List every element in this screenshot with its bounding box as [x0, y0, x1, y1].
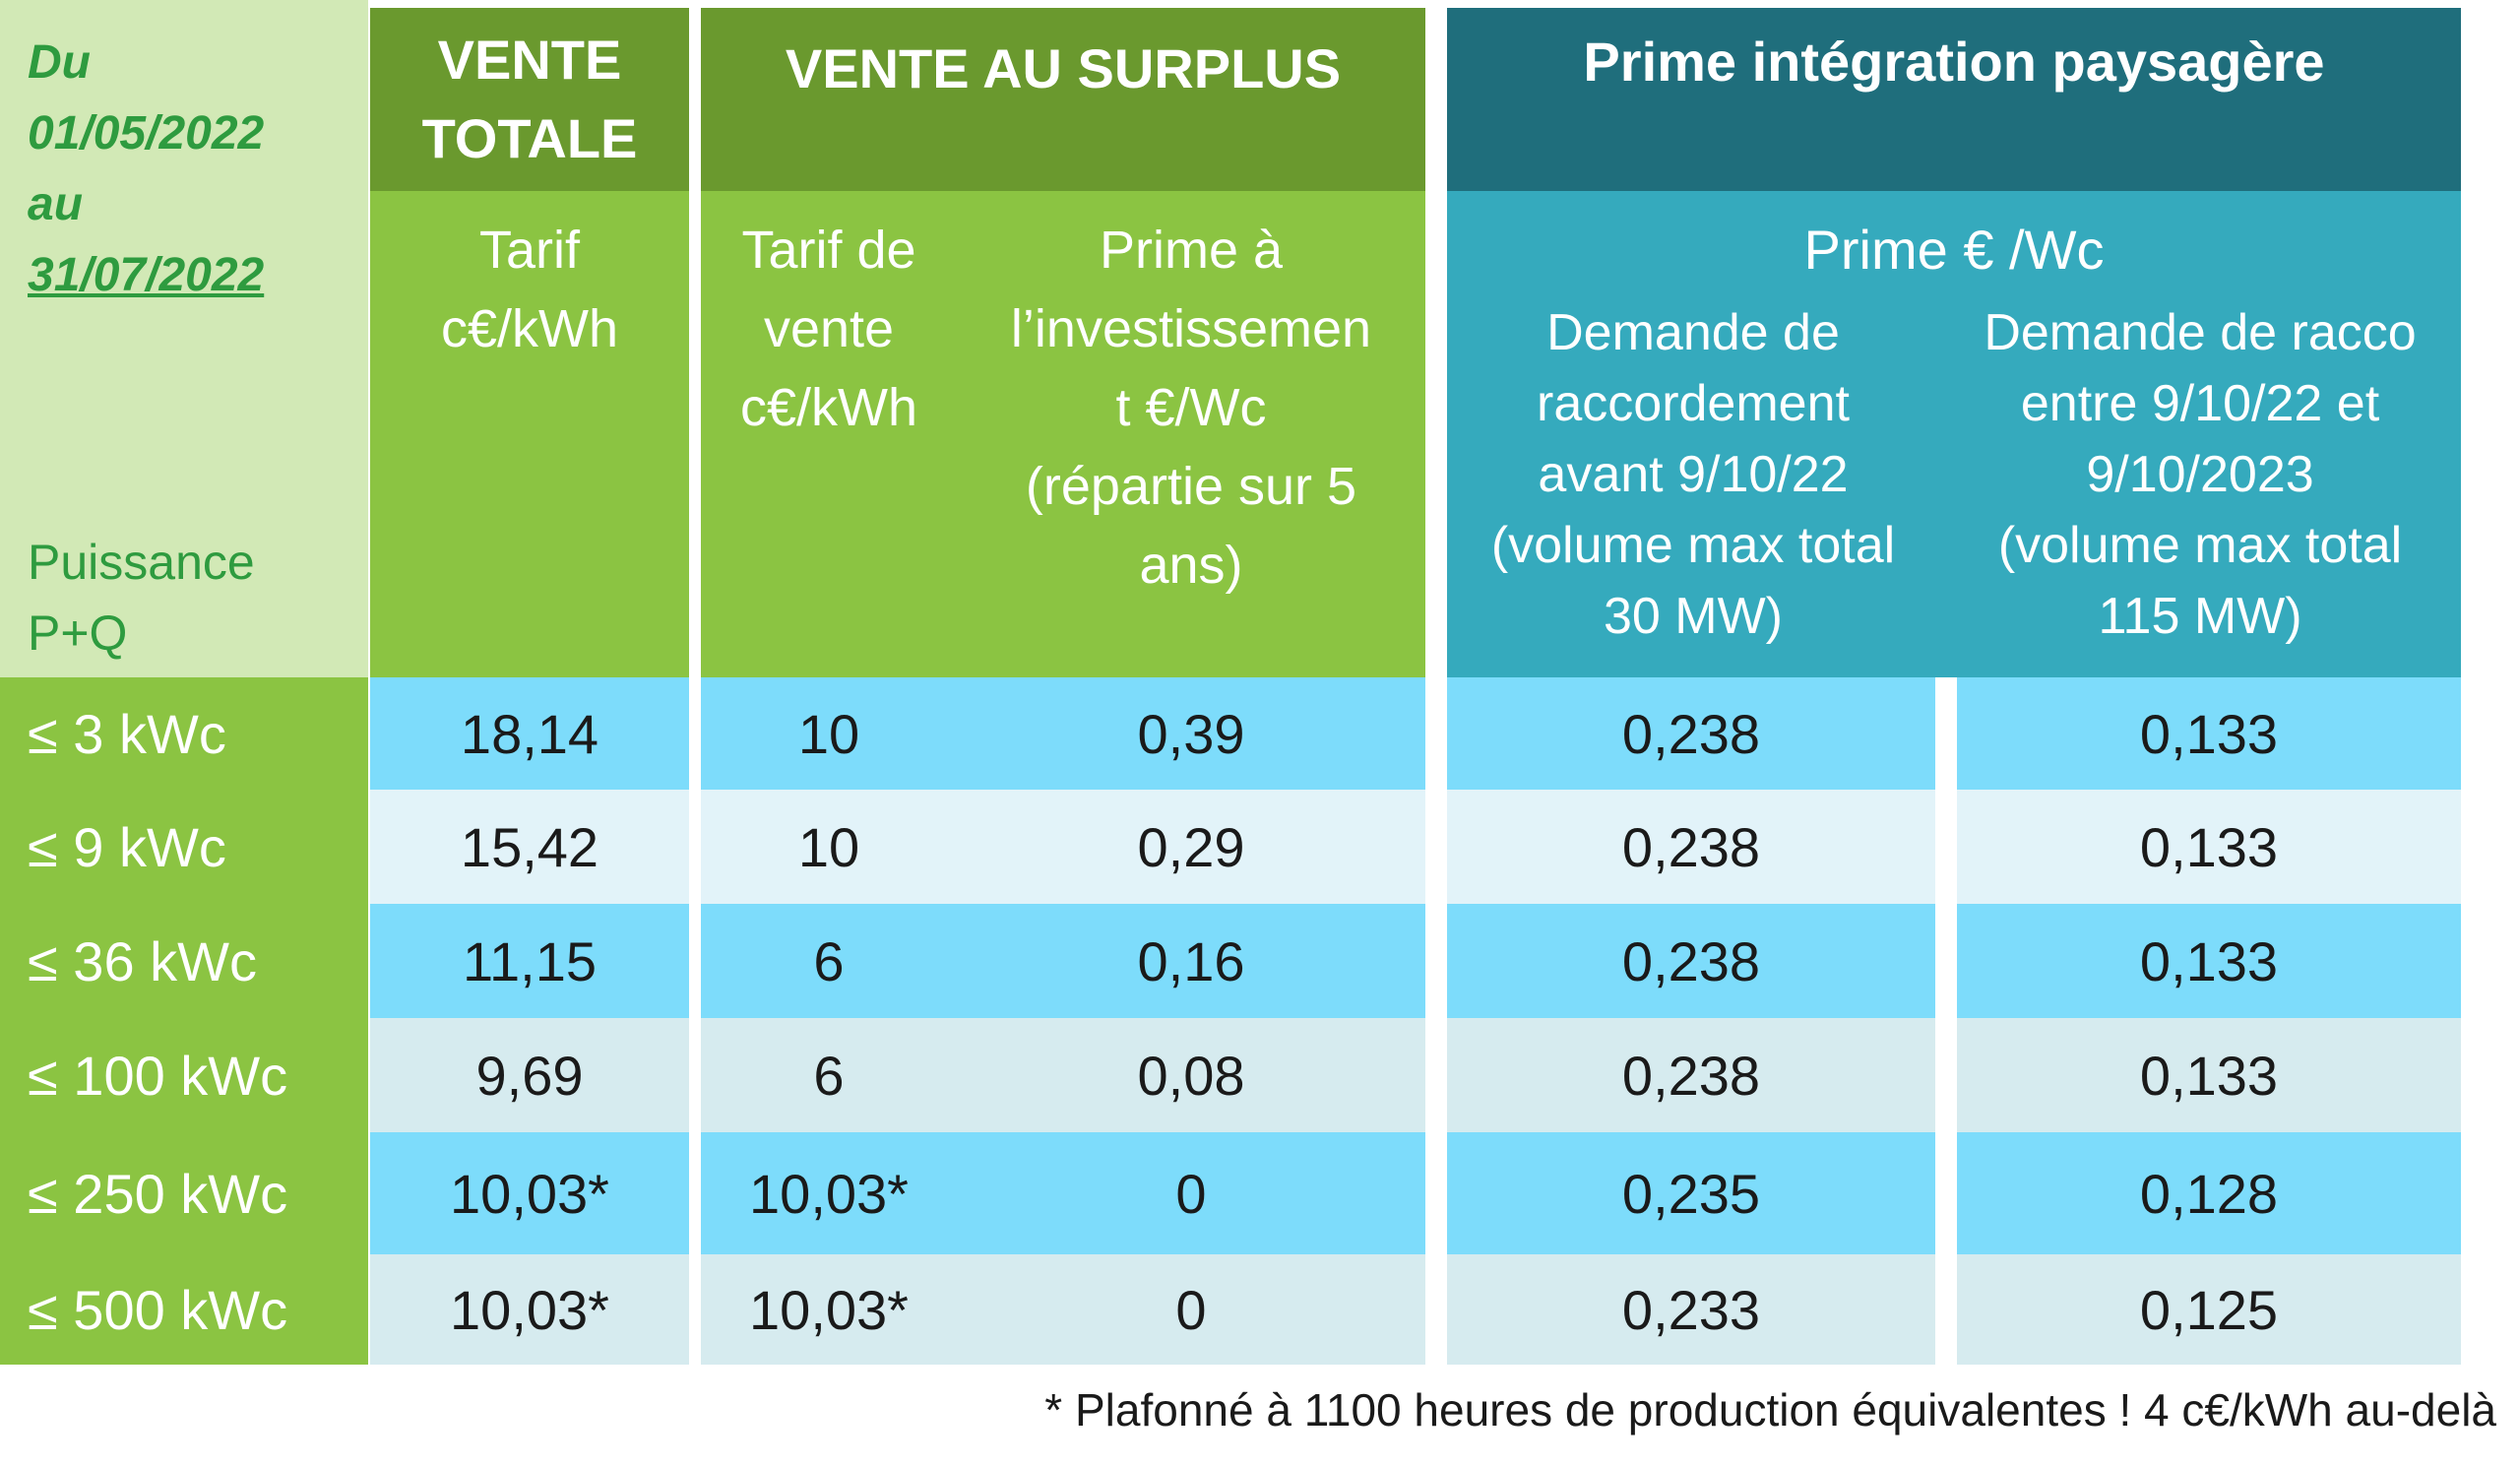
demande-avant-line4: (volume max total — [1490, 517, 1896, 574]
vente-surplus-title: VENTE AU SURPLUS — [785, 37, 1342, 99]
cell-prime-entre: 0,133 — [1957, 677, 2461, 790]
cell-prime-entre: 0,125 — [1957, 1254, 2461, 1365]
cell-vente-totale: 15,42 — [370, 790, 689, 904]
demande-entre-line3: 9/10/2023 — [2086, 446, 2314, 503]
cell-tarif-vente: 10,03* — [701, 1132, 957, 1254]
demande-avant-line5: 30 MW) — [1604, 588, 1783, 645]
power-label-line2: P+Q — [28, 606, 128, 661]
tarif-line2: c€/kWh — [440, 299, 619, 358]
cell-prime-avant: 0,238 — [1447, 904, 1935, 1018]
period-end-date: 31/07/2022 — [28, 249, 265, 301]
power-label-line1: Puissance — [28, 535, 255, 590]
cell-tarif-vente: 10,03* — [701, 1254, 957, 1365]
period-start-date: 01/05/2022 — [28, 107, 265, 159]
cell-tarif-vente: 10 — [701, 790, 957, 904]
prime-paysagere-title: Prime intégration paysagère — [1583, 31, 2325, 93]
cell-prime-entre: 0,133 — [1957, 1018, 2461, 1132]
cell-prime-entre: 0,133 — [1957, 904, 2461, 1018]
subheader-demande-avant: Demande de raccordement avant 9/10/22 (v… — [1447, 297, 1939, 652]
cell-vente-totale: 11,15 — [370, 904, 689, 1018]
row-power-label: ≤ 3 kWc — [0, 677, 368, 790]
prime-invest-line2: l’investissemen — [1010, 299, 1372, 358]
cell-prime-avant: 0,238 — [1447, 677, 1935, 790]
prime-invest-line5: ans) — [1139, 536, 1243, 595]
cell-prime-entre: 0,133 — [1957, 790, 2461, 904]
subheader-demande-entre: Demande de racco entre 9/10/22 et 9/10/2… — [1939, 297, 2461, 652]
vente-totale-line1: VENTE — [437, 29, 622, 91]
group-header-vente-surplus: VENTE AU SURPLUS — [701, 8, 1425, 191]
cell-prime-investissement: 0 — [957, 1254, 1425, 1365]
demande-avant-line2: raccordement — [1537, 375, 1850, 432]
demande-entre-line2: entre 9/10/22 et — [2020, 375, 2380, 432]
cell-vente-totale: 9,69 — [370, 1018, 689, 1132]
footnote: * Plafonné à 1100 heures de production é… — [1044, 1384, 2496, 1435]
cell-tarif-vente: 6 — [701, 904, 957, 1018]
row-power-label: ≤ 100 kWc — [0, 1018, 368, 1132]
row-power-label: ≤ 36 kWc — [0, 904, 368, 1018]
cell-vente-totale: 10,03* — [370, 1132, 689, 1254]
cell-prime-investissement: 0,29 — [957, 790, 1425, 904]
group-header-prime-paysagere: Prime intégration paysagère — [1447, 8, 2461, 191]
vente-totale-line2: TOTALE — [421, 107, 638, 169]
cell-prime-investissement: 0,08 — [957, 1018, 1425, 1132]
subheader-tarif: Tarif c€/kWh — [370, 191, 689, 677]
group-header-vente-totale: VENTE TOTALE — [370, 8, 689, 191]
period-from-label: Du — [28, 36, 91, 89]
demande-avant-line3: avant 9/10/22 — [1538, 446, 1849, 503]
cell-prime-avant: 0,235 — [1447, 1132, 1935, 1254]
row-power-label: ≤ 500 kWc — [0, 1254, 368, 1365]
tarif-line1: Tarif — [478, 221, 580, 280]
power-column-label: Puissance P+Q — [28, 527, 255, 669]
cell-prime-entre: 0,128 — [1957, 1132, 2461, 1254]
cell-prime-investissement: 0,39 — [957, 677, 1425, 790]
period-range: Du 01/05/2022 au 31/07/2022 — [0, 0, 264, 311]
demande-entre-line1: Demande de racco — [1984, 304, 2417, 361]
period-to-label: au — [28, 178, 84, 230]
cell-prime-avant: 0,238 — [1447, 790, 1935, 904]
subheader-prime-investissement: Prime à l’investissemen t €/Wc (répartie… — [957, 191, 1425, 677]
prime-invest-line1: Prime à — [1099, 221, 1284, 280]
cell-prime-investissement: 0 — [957, 1132, 1425, 1254]
demande-avant-line1: Demande de — [1546, 304, 1840, 361]
row-power-label: ≤ 250 kWc — [0, 1132, 368, 1254]
prime-wc-subcolumns: Demande de raccordement avant 9/10/22 (v… — [1447, 297, 2461, 652]
tarif-vente-line1: Tarif de — [741, 221, 916, 280]
row-power-label: ≤ 9 kWc — [0, 790, 368, 904]
period-power-header: Du 01/05/2022 au 31/07/2022 Puissance P+… — [0, 0, 368, 677]
prime-invest-line3: t €/Wc — [1115, 378, 1267, 437]
cell-vente-totale: 10,03* — [370, 1254, 689, 1365]
cell-prime-avant: 0,238 — [1447, 1018, 1935, 1132]
demande-entre-line5: 115 MW) — [2098, 588, 2302, 645]
tarif-vente-line3: c€/kWh — [739, 378, 918, 437]
prime-invest-line4: (répartie sur 5 — [1025, 457, 1357, 516]
cell-prime-avant: 0,233 — [1447, 1254, 1935, 1365]
cell-vente-totale: 18,14 — [370, 677, 689, 790]
demande-entre-line4: (volume max total — [1997, 517, 2403, 574]
tarif-vente-line2: vente — [763, 299, 895, 358]
cell-tarif-vente: 10 — [701, 677, 957, 790]
subheader-tarif-vente: Tarif de vente c€/kWh — [701, 191, 957, 677]
cell-prime-investissement: 0,16 — [957, 904, 1425, 1018]
subheader-prime-wc: Prime € /Wc Demande de raccordement avan… — [1447, 191, 2461, 677]
prime-wc-title: Prime € /Wc — [1803, 219, 2105, 281]
cell-tarif-vente: 6 — [701, 1018, 957, 1132]
